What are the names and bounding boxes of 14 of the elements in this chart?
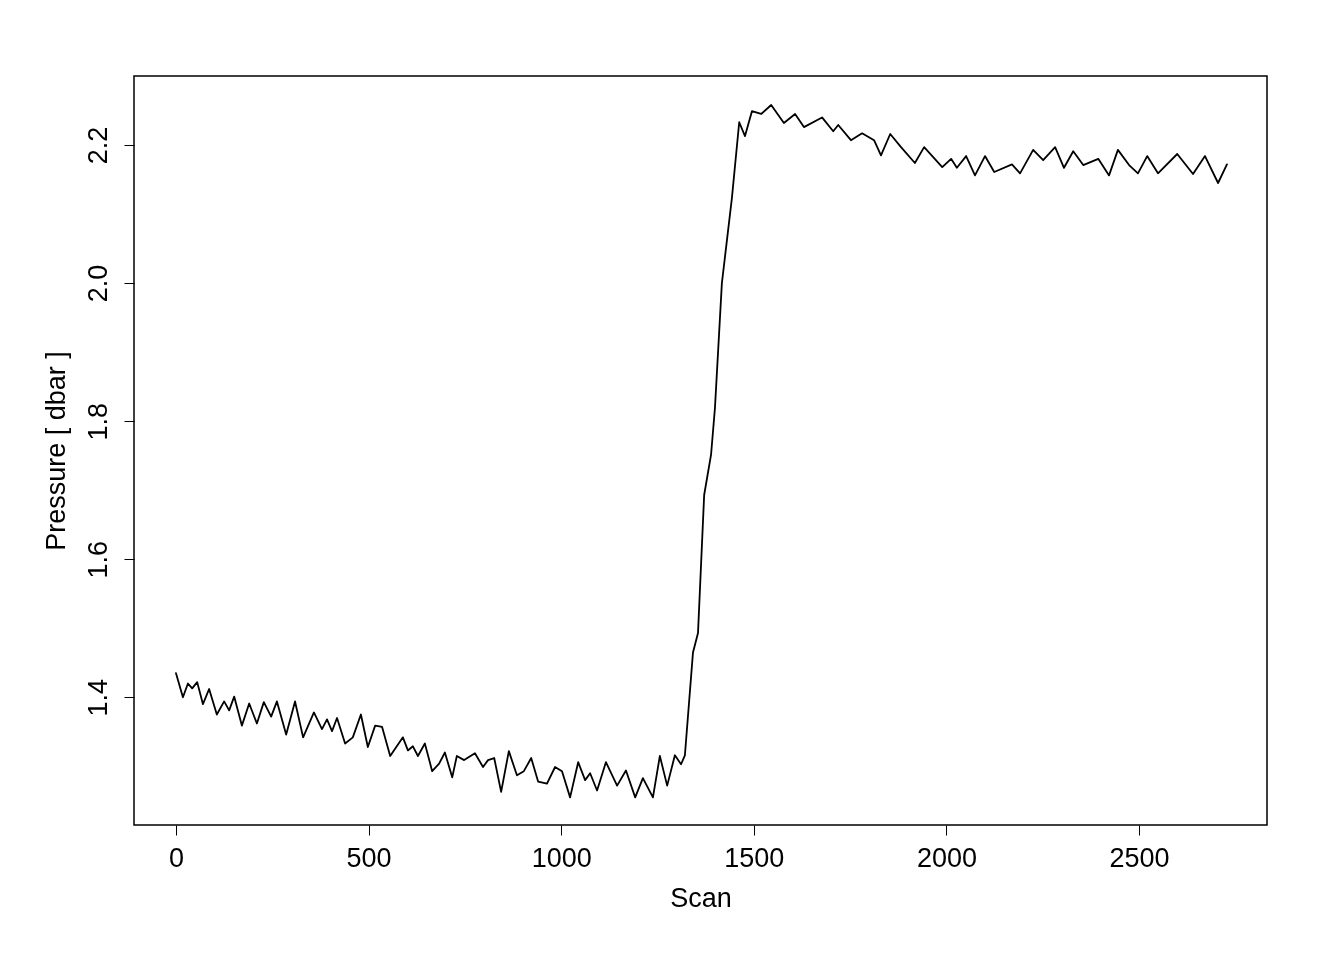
x-tick-label: 0 xyxy=(168,842,185,873)
line-series xyxy=(175,104,1228,799)
y-tick-label: 1.4 xyxy=(82,679,113,717)
y-tick-label: 2.2 xyxy=(82,126,113,165)
x-tick-label: 2500 xyxy=(1109,842,1170,873)
y-tick-label: 1.6 xyxy=(82,540,113,579)
y-tick-label: 1.8 xyxy=(82,402,113,441)
x-axis-title: Scan xyxy=(670,882,732,913)
x-tick-label: 2000 xyxy=(916,842,978,873)
y-tick-label: 2.0 xyxy=(82,264,113,303)
y-axis-title: Pressure [ dbar ] xyxy=(40,351,71,551)
x-tick-label: 1000 xyxy=(531,842,592,873)
x-tick-label: 500 xyxy=(346,842,392,873)
x-tick-label: 1500 xyxy=(724,842,785,873)
